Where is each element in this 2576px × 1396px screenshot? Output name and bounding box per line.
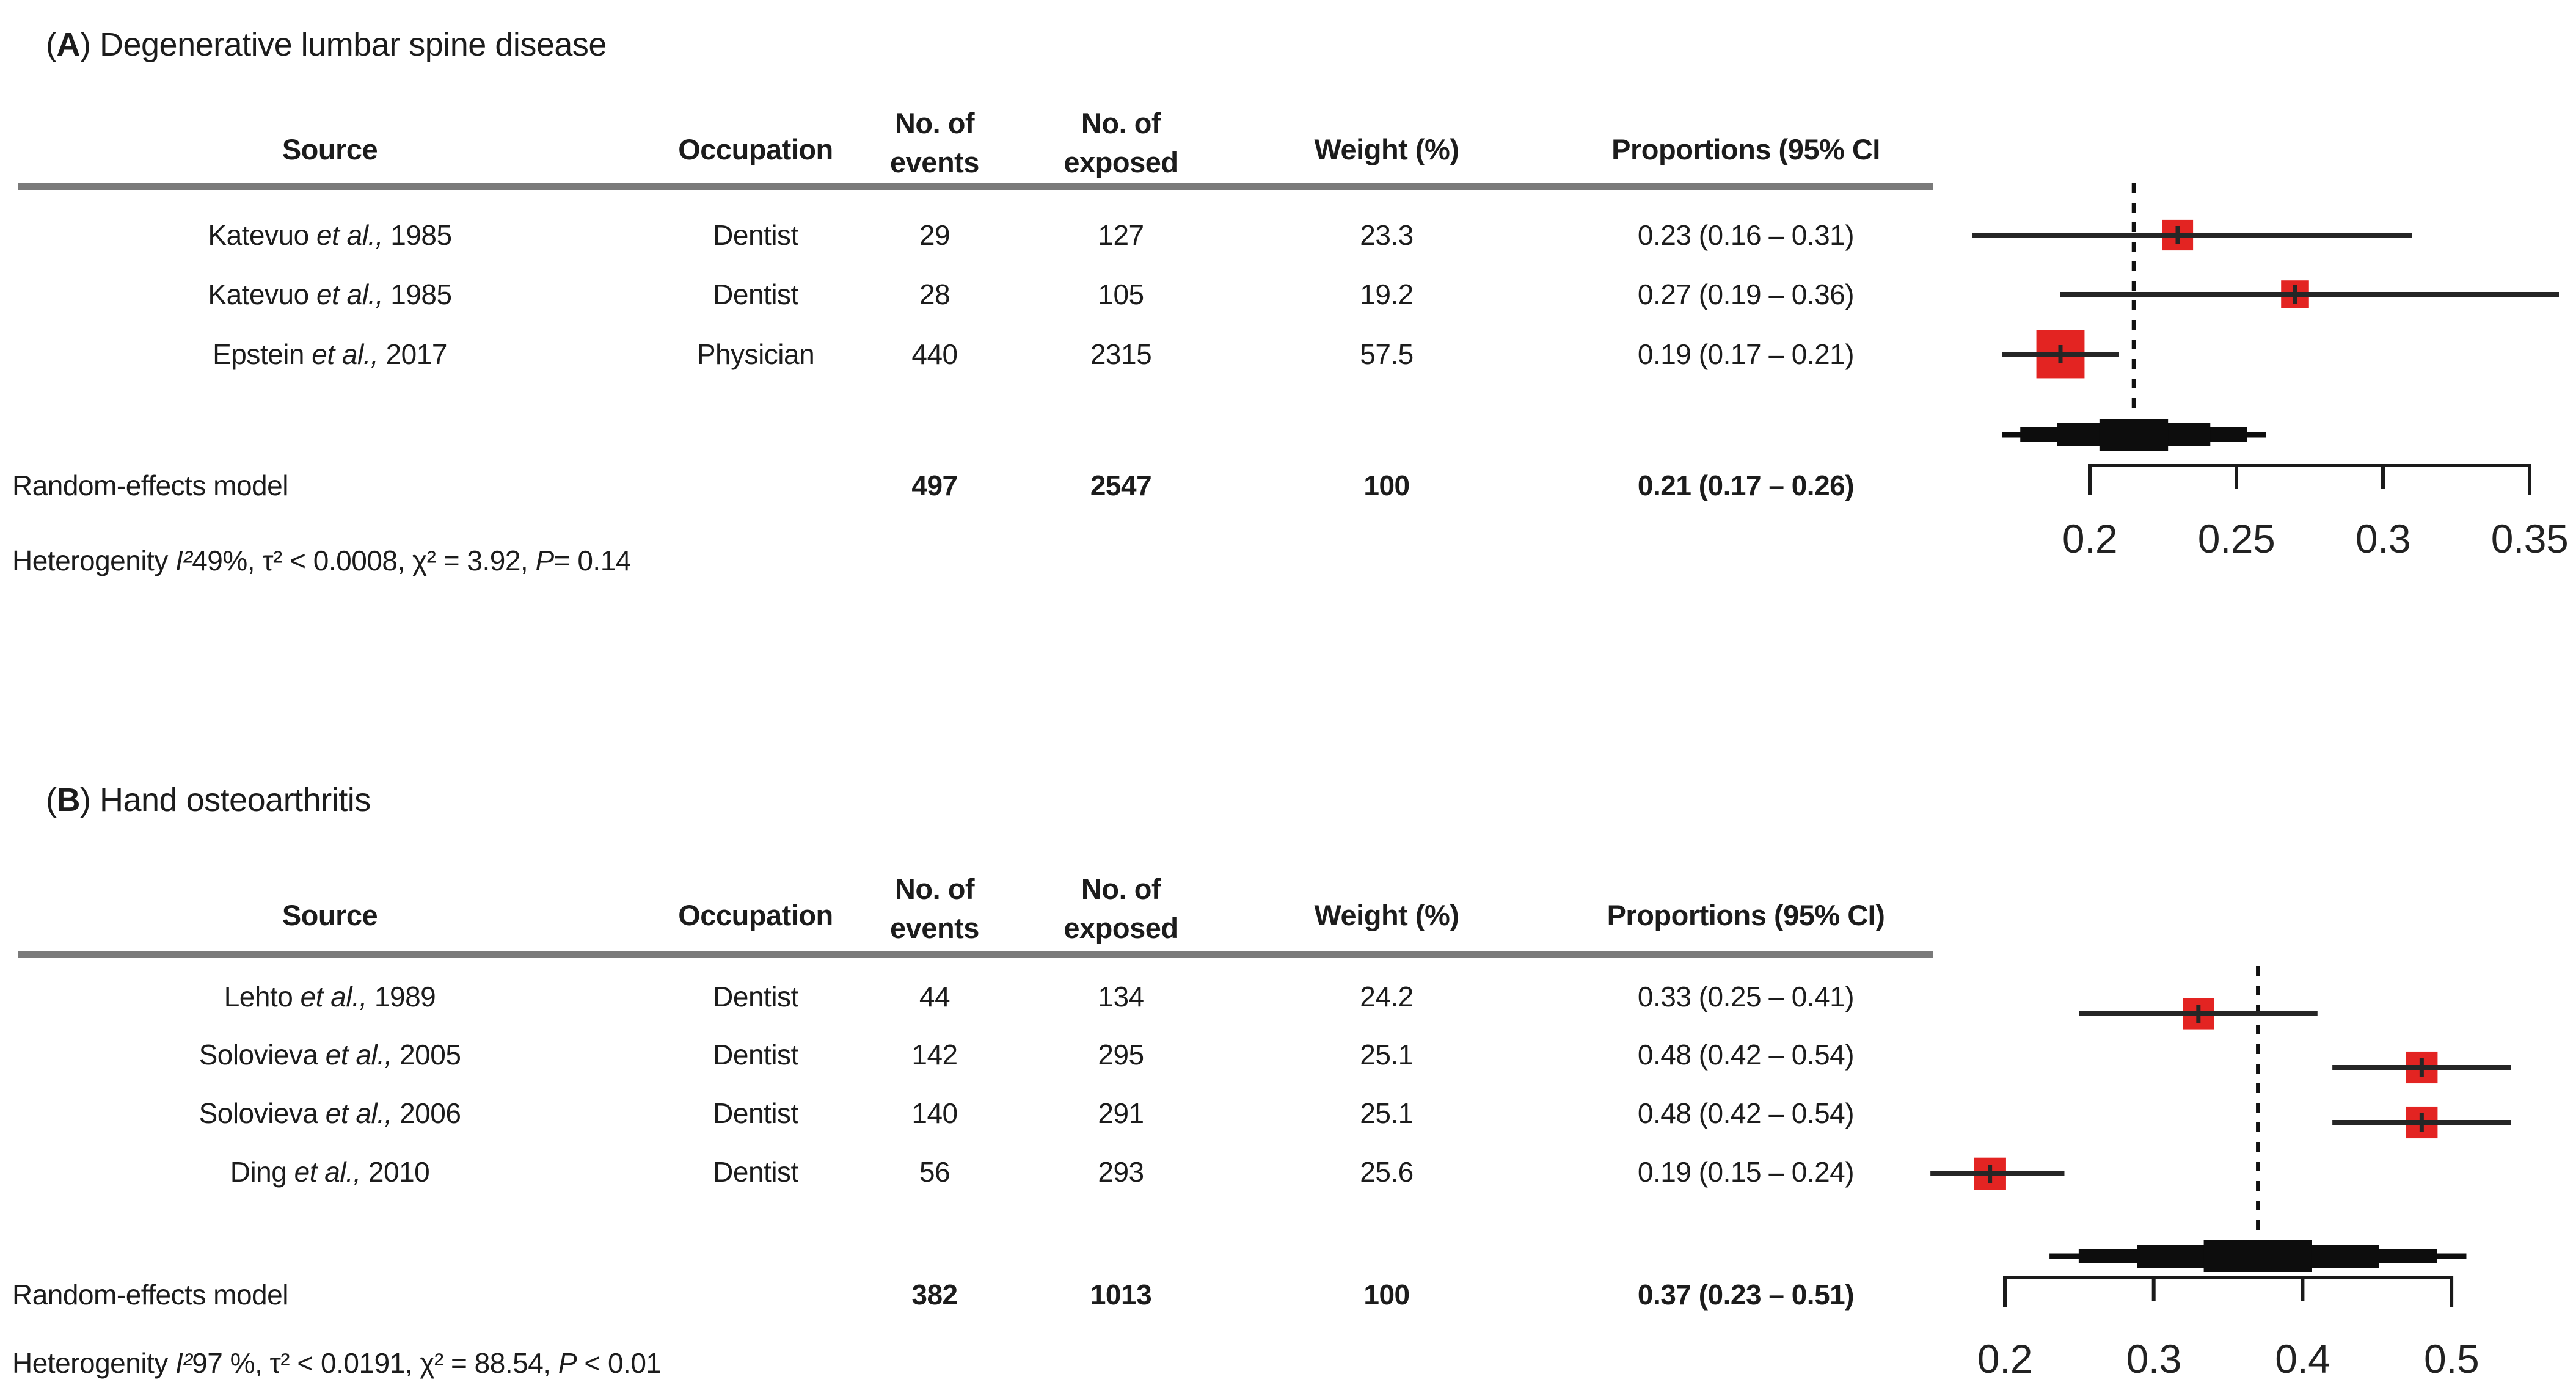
table-row-weight: 19.2 (1360, 278, 1414, 310)
table-row-occupation: Dentist (713, 1156, 798, 1188)
table-row-source: Lehto et al., 1989 (224, 981, 436, 1012)
col-header-proportions: Proportions (95% CI) (1607, 899, 1885, 931)
summary-proportion: 0.21 (0.17 – 0.26) (1637, 470, 1855, 501)
table-row-exposed: 291 (1098, 1097, 1144, 1129)
panel-a-title-text: ) Degenerative lumbar spine disease (79, 26, 607, 63)
table-row-occupation: Physician (696, 338, 815, 370)
summary-label: Random-effects model (12, 1279, 288, 1311)
table-row-events: 29 (919, 219, 950, 251)
heterogeneity-note: Heterogenity I²97 %, τ² < 0.0191, χ² = 8… (12, 1347, 662, 1379)
table-row-exposed: 2315 (1090, 338, 1152, 370)
table-row-occupation: Dentist (713, 1097, 798, 1129)
table-row-proportion: 0.19 (0.17 – 0.21) (1637, 338, 1855, 370)
col-header-occupation: Occupation (678, 133, 833, 165)
svg-text:0.2: 0.2 (2062, 516, 2117, 561)
header-rule (18, 183, 1933, 190)
table-row-occupation: Dentist (713, 981, 798, 1012)
table-row-exposed: 295 (1098, 1039, 1144, 1071)
table-row-exposed: 134 (1098, 981, 1144, 1012)
summary-exposed: 1013 (1090, 1279, 1152, 1311)
svg-text:0.25: 0.25 (2198, 516, 2275, 561)
svg-text:0.2: 0.2 (1977, 1336, 2032, 1381)
table-row-events: 28 (919, 278, 950, 310)
table-row-weight: 24.2 (1360, 981, 1414, 1012)
forest-plot-a: 0.2 0.25 0.3 0.35 (1972, 183, 2569, 561)
table-row-weight: 25.1 (1360, 1039, 1414, 1071)
summary-events: 382 (911, 1279, 958, 1311)
col-header-occupation: Occupation (678, 899, 833, 931)
table-row-weight: 23.3 (1360, 219, 1414, 251)
table-row-occupation: Dentist (713, 1039, 798, 1071)
col-header-source: Source (282, 133, 378, 165)
table-row-proportion: 0.48 (0.42 – 0.54) (1637, 1039, 1855, 1071)
col-header-events: No. of events (890, 107, 979, 178)
panel-a-title-letter: A (56, 26, 80, 63)
table-row-source: Epstein et al., 2017 (213, 338, 447, 370)
panel-b-title: (B) Hand osteoarthritis (46, 780, 371, 820)
table-row-occupation: Dentist (713, 278, 798, 310)
table-row-proportion: 0.19 (0.15 – 0.24) (1637, 1156, 1855, 1188)
summary-weight: 100 (1363, 470, 1410, 501)
table-row-events: 142 (911, 1039, 958, 1071)
table-row-events: 56 (919, 1156, 950, 1188)
table-row-exposed: 127 (1098, 219, 1144, 251)
table-row-source: Solovieva et al., 2005 (199, 1039, 461, 1071)
col-header-exposed: No. of exposed (1064, 107, 1178, 178)
table-row-proportion: 0.23 (0.16 – 0.31) (1637, 219, 1855, 251)
col-header-exposed: No. of exposed (1064, 873, 1178, 944)
table-row-source: Katevuo et al., 1985 (208, 219, 452, 251)
svg-text:0.35: 0.35 (2491, 516, 2568, 561)
panel-b-title-letter: B (56, 782, 80, 818)
panel-b-title-paren: ( (46, 782, 57, 818)
table-row-source: Solovieva et al., 2006 (199, 1097, 461, 1129)
summary-exposed: 2547 (1090, 470, 1152, 501)
table-row-source: Ding et al., 2010 (230, 1156, 430, 1188)
table-row-events: 440 (911, 338, 958, 370)
table-row-proportion: 0.27 (0.19 – 0.36) (1637, 278, 1855, 310)
table-row-exposed: 105 (1098, 278, 1144, 310)
forest-plot-b: 0.2 0.3 0.4 0.5 (1930, 966, 2511, 1381)
svg-text:0.4: 0.4 (2275, 1336, 2330, 1381)
table-row-weight: 57.5 (1360, 338, 1414, 370)
svg-text:0.5: 0.5 (2424, 1336, 2479, 1381)
col-header-proportions: Proportions (95% CI (1611, 133, 1880, 165)
header-rule (18, 951, 1933, 958)
panel-a-title-paren: ( (46, 26, 57, 63)
col-header-source: Source (282, 899, 378, 931)
summary-proportion: 0.37 (0.23 – 0.51) (1637, 1279, 1855, 1311)
panel-a-title: (A) Degenerative lumbar spine disease (46, 24, 607, 65)
table-row-source: Katevuo et al., 1985 (208, 278, 452, 310)
svg-text:0.3: 0.3 (2355, 516, 2410, 561)
table-row-occupation: Dentist (713, 219, 798, 251)
table-row-events: 44 (919, 981, 950, 1012)
table-row-proportion: 0.33 (0.25 – 0.41) (1637, 981, 1855, 1012)
col-header-weight: Weight (%) (1314, 899, 1459, 931)
summary-label: Random-effects model (12, 470, 288, 501)
table-row-weight: 25.6 (1360, 1156, 1414, 1188)
table-row-proportion: 0.48 (0.42 – 0.54) (1637, 1097, 1855, 1129)
svg-text:0.3: 0.3 (2126, 1336, 2181, 1381)
summary-weight: 100 (1363, 1279, 1410, 1311)
heterogeneity-note: Heterogenity I²49%, τ² < 0.0008, χ² = 3.… (12, 545, 631, 576)
summary-events: 497 (911, 470, 958, 501)
table-row-weight: 25.1 (1360, 1097, 1414, 1129)
col-header-events: No. of events (890, 873, 979, 944)
table-row-exposed: 293 (1098, 1156, 1144, 1188)
col-header-weight: Weight (%) (1314, 133, 1459, 165)
table-row-events: 140 (911, 1097, 958, 1129)
panel-b-title-text: ) Hand osteoarthritis (79, 782, 371, 818)
